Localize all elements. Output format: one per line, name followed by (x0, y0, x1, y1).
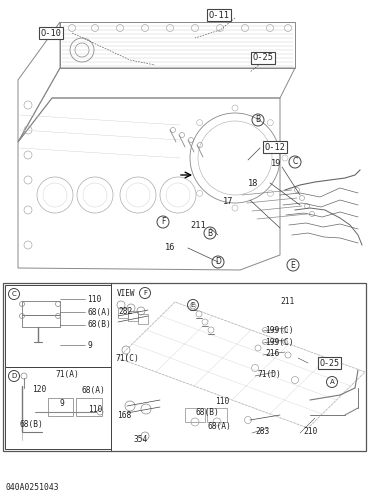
Text: 282: 282 (118, 306, 132, 316)
Text: 18: 18 (248, 178, 259, 188)
Bar (22, 301, 60, 315)
Text: 9: 9 (60, 400, 65, 408)
Text: C: C (292, 158, 297, 166)
Text: 354: 354 (133, 436, 147, 444)
Text: 19: 19 (271, 158, 282, 168)
Bar (185, 408, 205, 422)
Text: O-12: O-12 (265, 142, 286, 152)
Text: E: E (290, 260, 295, 270)
Bar (5, 285, 111, 367)
Text: 199(C): 199(C) (265, 338, 293, 346)
Text: O-25: O-25 (252, 54, 273, 62)
Text: 68(B): 68(B) (196, 408, 220, 418)
Text: E: E (191, 302, 195, 308)
Bar (128, 311, 138, 321)
Text: 120: 120 (32, 386, 46, 394)
Text: D: D (215, 258, 221, 266)
Text: 68(B): 68(B) (87, 320, 111, 330)
Text: 71(A): 71(A) (55, 370, 79, 378)
Text: 168: 168 (117, 412, 131, 420)
Text: 210: 210 (303, 428, 317, 436)
Text: A: A (330, 379, 334, 385)
Text: 17: 17 (223, 198, 233, 206)
Text: 16: 16 (165, 244, 175, 252)
Text: 110: 110 (88, 406, 102, 414)
Text: O-11: O-11 (209, 10, 229, 20)
Text: 110: 110 (87, 294, 101, 304)
Bar (48, 398, 73, 416)
Bar (207, 408, 227, 422)
Text: 9: 9 (87, 340, 92, 349)
Text: B: B (208, 228, 212, 237)
Text: F: F (143, 290, 147, 296)
Text: 211: 211 (190, 222, 206, 230)
Text: 211: 211 (280, 298, 294, 306)
Text: B: B (255, 116, 260, 124)
Bar (3, 283, 366, 451)
Bar (5, 367, 111, 449)
Text: C: C (11, 291, 16, 297)
Text: 68(A): 68(A) (208, 422, 232, 430)
Bar (138, 314, 148, 324)
Text: 68(B): 68(B) (20, 420, 44, 428)
Text: 68(A): 68(A) (87, 308, 111, 316)
Text: 71(C): 71(C) (115, 354, 139, 362)
Text: 283: 283 (255, 428, 269, 436)
Text: 68(A): 68(A) (82, 386, 106, 394)
Text: 110: 110 (215, 396, 229, 406)
Text: O-10: O-10 (40, 28, 61, 38)
Bar (22, 315, 60, 327)
Bar (118, 308, 128, 318)
Text: 216: 216 (265, 350, 279, 358)
Bar (76, 398, 102, 416)
Text: O-25: O-25 (319, 358, 339, 368)
Text: F: F (161, 218, 165, 226)
Text: 040A0251043: 040A0251043 (6, 484, 60, 492)
Text: VIEW: VIEW (117, 288, 135, 298)
Text: 71(D): 71(D) (257, 370, 281, 380)
Text: D: D (11, 373, 17, 379)
Text: 199(C): 199(C) (265, 326, 293, 334)
